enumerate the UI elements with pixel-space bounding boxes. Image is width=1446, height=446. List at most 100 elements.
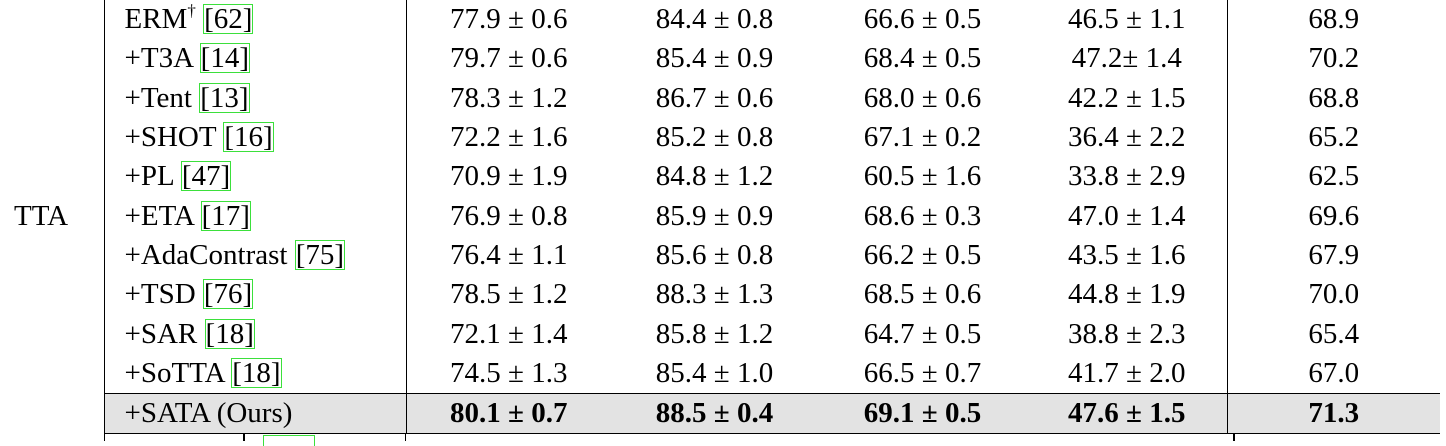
average-cell: 70.0 <box>1226 275 1440 315</box>
value-cell: 88.5 ± 0.4 <box>611 392 818 435</box>
citation-link[interactable]: [13] <box>199 81 250 114</box>
value-cell: 72.1 ± 1.4 <box>450 317 568 350</box>
average-cell: 71.3 <box>1226 392 1440 435</box>
table-row: +SAR [18] 72.1 ± 1.4 85.8 ± 1.2 64.7 ± 0… <box>0 314 1440 354</box>
method-name: ERM <box>124 3 188 36</box>
results-table: TTA ERM† [62] 77.9 ± 0.6 84.4 ± 0.8 66.6… <box>0 0 1440 435</box>
method-cell: +T3A [14] <box>104 39 407 79</box>
value-cell: 68.6 ± 0.3 <box>863 199 982 232</box>
citation-link[interactable]: [18] <box>204 317 255 350</box>
method-name: +T3A <box>124 42 193 75</box>
citation-link[interactable]: [75] <box>294 238 346 271</box>
method-name: +SATA (Ours) <box>124 397 293 430</box>
citation-link[interactable]: [16] <box>223 121 274 154</box>
value-cell: 43.5 ± 1.6 <box>1068 238 1186 271</box>
method-name: +TSD <box>124 278 196 311</box>
next-row-divider-fragment <box>1233 433 1235 441</box>
method-name: +AdaContrast <box>124 238 288 271</box>
value-cell: 84.8 ± 1.2 <box>655 160 774 193</box>
citation-link[interactable]: [47] <box>180 160 232 193</box>
method-name: +PL <box>124 160 174 193</box>
value-cell: 42.2 ± 1.5 <box>1068 81 1186 114</box>
group-label-cell: TTA <box>0 0 105 434</box>
value-cell: 36.4 ± 2.2 <box>1068 121 1186 154</box>
method-cell: +ETA [17] <box>104 196 407 236</box>
method-name: +SHOT <box>124 121 217 154</box>
table-row: +SHOT [16] 72.2 ± 1.6 85.2 ± 0.8 67.1 ± … <box>0 117 1440 158</box>
value-cell: 85.8 ± 1.2 <box>655 317 774 350</box>
value-cell: 68.4 ± 0.5 <box>863 42 982 75</box>
method-name: +ETA <box>124 199 194 232</box>
citation-link[interactable]: [76] <box>202 278 254 311</box>
average-cell: 69.6 <box>1226 196 1440 236</box>
value-cell: 66.6 ± 0.5 <box>863 3 982 36</box>
table-row: +ETA [17] 76.9 ± 0.8 85.9 ± 0.9 68.6 ± 0… <box>0 196 1440 236</box>
table-row: +SoTTA [18] 74.5 ± 1.3 85.4 ± 1.0 66.5 ±… <box>0 353 1440 394</box>
value-cell: 68.5 ± 0.6 <box>863 278 982 311</box>
value-cell: 78.5 ± 1.2 <box>450 278 568 311</box>
method-cell: +PL [47] <box>104 157 407 197</box>
value-cell: 70.9 ± 1.9 <box>450 160 568 193</box>
method-cell: +AdaContrast [75] <box>104 235 407 276</box>
value-cell: 85.2 ± 0.8 <box>655 121 774 154</box>
citation-link[interactable]: [14] <box>199 42 250 75</box>
citation-link[interactable]: [17] <box>200 199 251 232</box>
value-cell: 76.4 ± 1.1 <box>450 238 568 271</box>
value-cell: 78.3 ± 1.2 <box>450 81 568 114</box>
value-cell: 66.5 ± 0.7 <box>863 356 982 389</box>
value-cell: 47.0 ± 1.4 <box>1068 199 1186 232</box>
value-cell: 80.1 ± 0.7 <box>406 392 611 435</box>
average-cell: 62.5 <box>1226 157 1440 197</box>
next-row-citation-fragment <box>263 435 315 446</box>
value-cell: 88.3 ± 1.3 <box>655 278 774 311</box>
value-cell: 66.2 ± 0.5 <box>863 238 982 271</box>
method-cell: +SAR [18] <box>104 314 407 354</box>
value-cell: 47.2± 1.4 <box>1071 42 1182 75</box>
average-cell: 68.9 <box>1226 0 1440 40</box>
value-cell: 79.7 ± 0.6 <box>450 42 568 75</box>
value-cell: 60.5 ± 1.6 <box>863 160 982 193</box>
method-name: +SAR <box>124 317 198 350</box>
table-row: +T3A [14] 79.7 ± 0.6 85.4 ± 0.9 68.4 ± 0… <box>0 39 1440 79</box>
method-cell: +SATA (Ours) <box>104 392 407 435</box>
table-row: TTA ERM† [62] 77.9 ± 0.6 84.4 ± 0.8 66.6… <box>0 0 1440 434</box>
method-cell: +TSD [76] <box>104 275 407 315</box>
value-cell: 67.1 ± 0.2 <box>863 121 982 154</box>
average-cell: 65.4 <box>1226 314 1440 354</box>
value-cell: 68.0 ± 0.6 <box>863 81 982 114</box>
method-cell: +SHOT [16] <box>104 117 407 158</box>
value-cell: 64.7 ± 0.5 <box>863 317 982 350</box>
method-cell: +Tent [13] <box>104 78 407 118</box>
value-cell: 46.5 ± 1.1 <box>1068 3 1186 36</box>
value-cell: 41.7 ± 2.0 <box>1068 356 1186 389</box>
method-name: +SoTTA <box>124 356 224 389</box>
average-cell: 68.8 <box>1226 78 1440 118</box>
value-cell: 47.6 ± 1.5 <box>1027 392 1227 435</box>
average-cell: 65.2 <box>1226 117 1440 158</box>
table-row: +Tent [13] 78.3 ± 1.2 86.7 ± 0.6 68.0 ± … <box>0 78 1440 118</box>
citation-link[interactable]: [18] <box>231 356 282 389</box>
value-cell: 74.5 ± 1.3 <box>450 356 568 389</box>
value-cell: 44.8 ± 1.9 <box>1068 278 1186 311</box>
value-cell: 84.4 ± 0.8 <box>655 3 774 36</box>
next-row-dagger-fragment <box>243 433 245 441</box>
average-cell: 70.2 <box>1226 39 1440 79</box>
value-cell: 76.9 ± 0.8 <box>450 199 568 232</box>
average-cell: 67.9 <box>1226 235 1440 276</box>
method-cell: ERM† [62] <box>104 0 407 40</box>
value-cell: 85.4 ± 1.0 <box>655 356 774 389</box>
value-cell: 77.9 ± 0.6 <box>450 3 568 36</box>
method-name: +Tent <box>124 81 192 114</box>
value-cell: 85.4 ± 0.9 <box>655 42 774 75</box>
table-row: +TSD [76] 78.5 ± 1.2 88.3 ± 1.3 68.5 ± 0… <box>0 275 1440 315</box>
value-cell: 85.9 ± 0.9 <box>655 199 774 232</box>
value-cell: 72.2 ± 1.6 <box>450 121 568 154</box>
value-cell: 33.8 ± 2.9 <box>1068 160 1186 193</box>
table-row: +PL [47] 70.9 ± 1.9 84.8 ± 1.2 60.5 ± 1.… <box>0 157 1440 197</box>
citation-link[interactable]: [62] <box>203 3 254 36</box>
value-cell: 85.6 ± 0.8 <box>655 238 774 271</box>
value-cell: 38.8 ± 2.3 <box>1068 317 1186 350</box>
value-cell: 69.1 ± 0.5 <box>818 392 1027 435</box>
table-row: +AdaContrast [75] 76.4 ± 1.1 85.6 ± 0.8 … <box>0 235 1440 276</box>
